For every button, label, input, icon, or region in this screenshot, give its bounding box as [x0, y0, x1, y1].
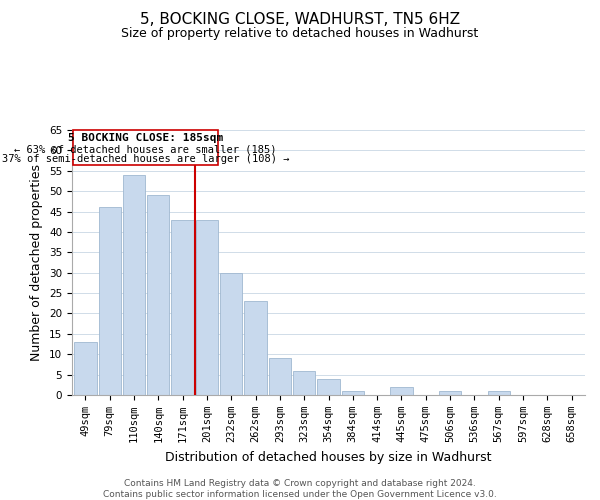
Text: 37% of semi-detached houses are larger (108) →: 37% of semi-detached houses are larger (… — [2, 154, 289, 164]
Bar — [317, 378, 340, 395]
Bar — [488, 391, 510, 395]
X-axis label: Distribution of detached houses by size in Wadhurst: Distribution of detached houses by size … — [165, 450, 492, 464]
Text: 5 BOCKING CLOSE: 185sqm: 5 BOCKING CLOSE: 185sqm — [68, 134, 223, 143]
Bar — [293, 370, 316, 395]
Text: Contains public sector information licensed under the Open Government Licence v3: Contains public sector information licen… — [103, 490, 497, 499]
Text: Size of property relative to detached houses in Wadhurst: Size of property relative to detached ho… — [121, 28, 479, 40]
Bar — [269, 358, 291, 395]
Text: Contains HM Land Registry data © Crown copyright and database right 2024.: Contains HM Land Registry data © Crown c… — [124, 479, 476, 488]
Bar — [147, 195, 169, 395]
Bar — [196, 220, 218, 395]
Bar — [172, 220, 194, 395]
Bar — [123, 175, 145, 395]
Bar — [439, 391, 461, 395]
Text: ← 63% of detached houses are smaller (185): ← 63% of detached houses are smaller (18… — [14, 144, 277, 154]
Bar — [98, 208, 121, 395]
Bar — [244, 301, 267, 395]
Bar — [74, 342, 97, 395]
Y-axis label: Number of detached properties: Number of detached properties — [31, 164, 43, 361]
Bar — [341, 391, 364, 395]
Bar — [390, 387, 413, 395]
Bar — [220, 272, 242, 395]
Bar — [73, 130, 218, 164]
Text: 5, BOCKING CLOSE, WADHURST, TN5 6HZ: 5, BOCKING CLOSE, WADHURST, TN5 6HZ — [140, 12, 460, 28]
